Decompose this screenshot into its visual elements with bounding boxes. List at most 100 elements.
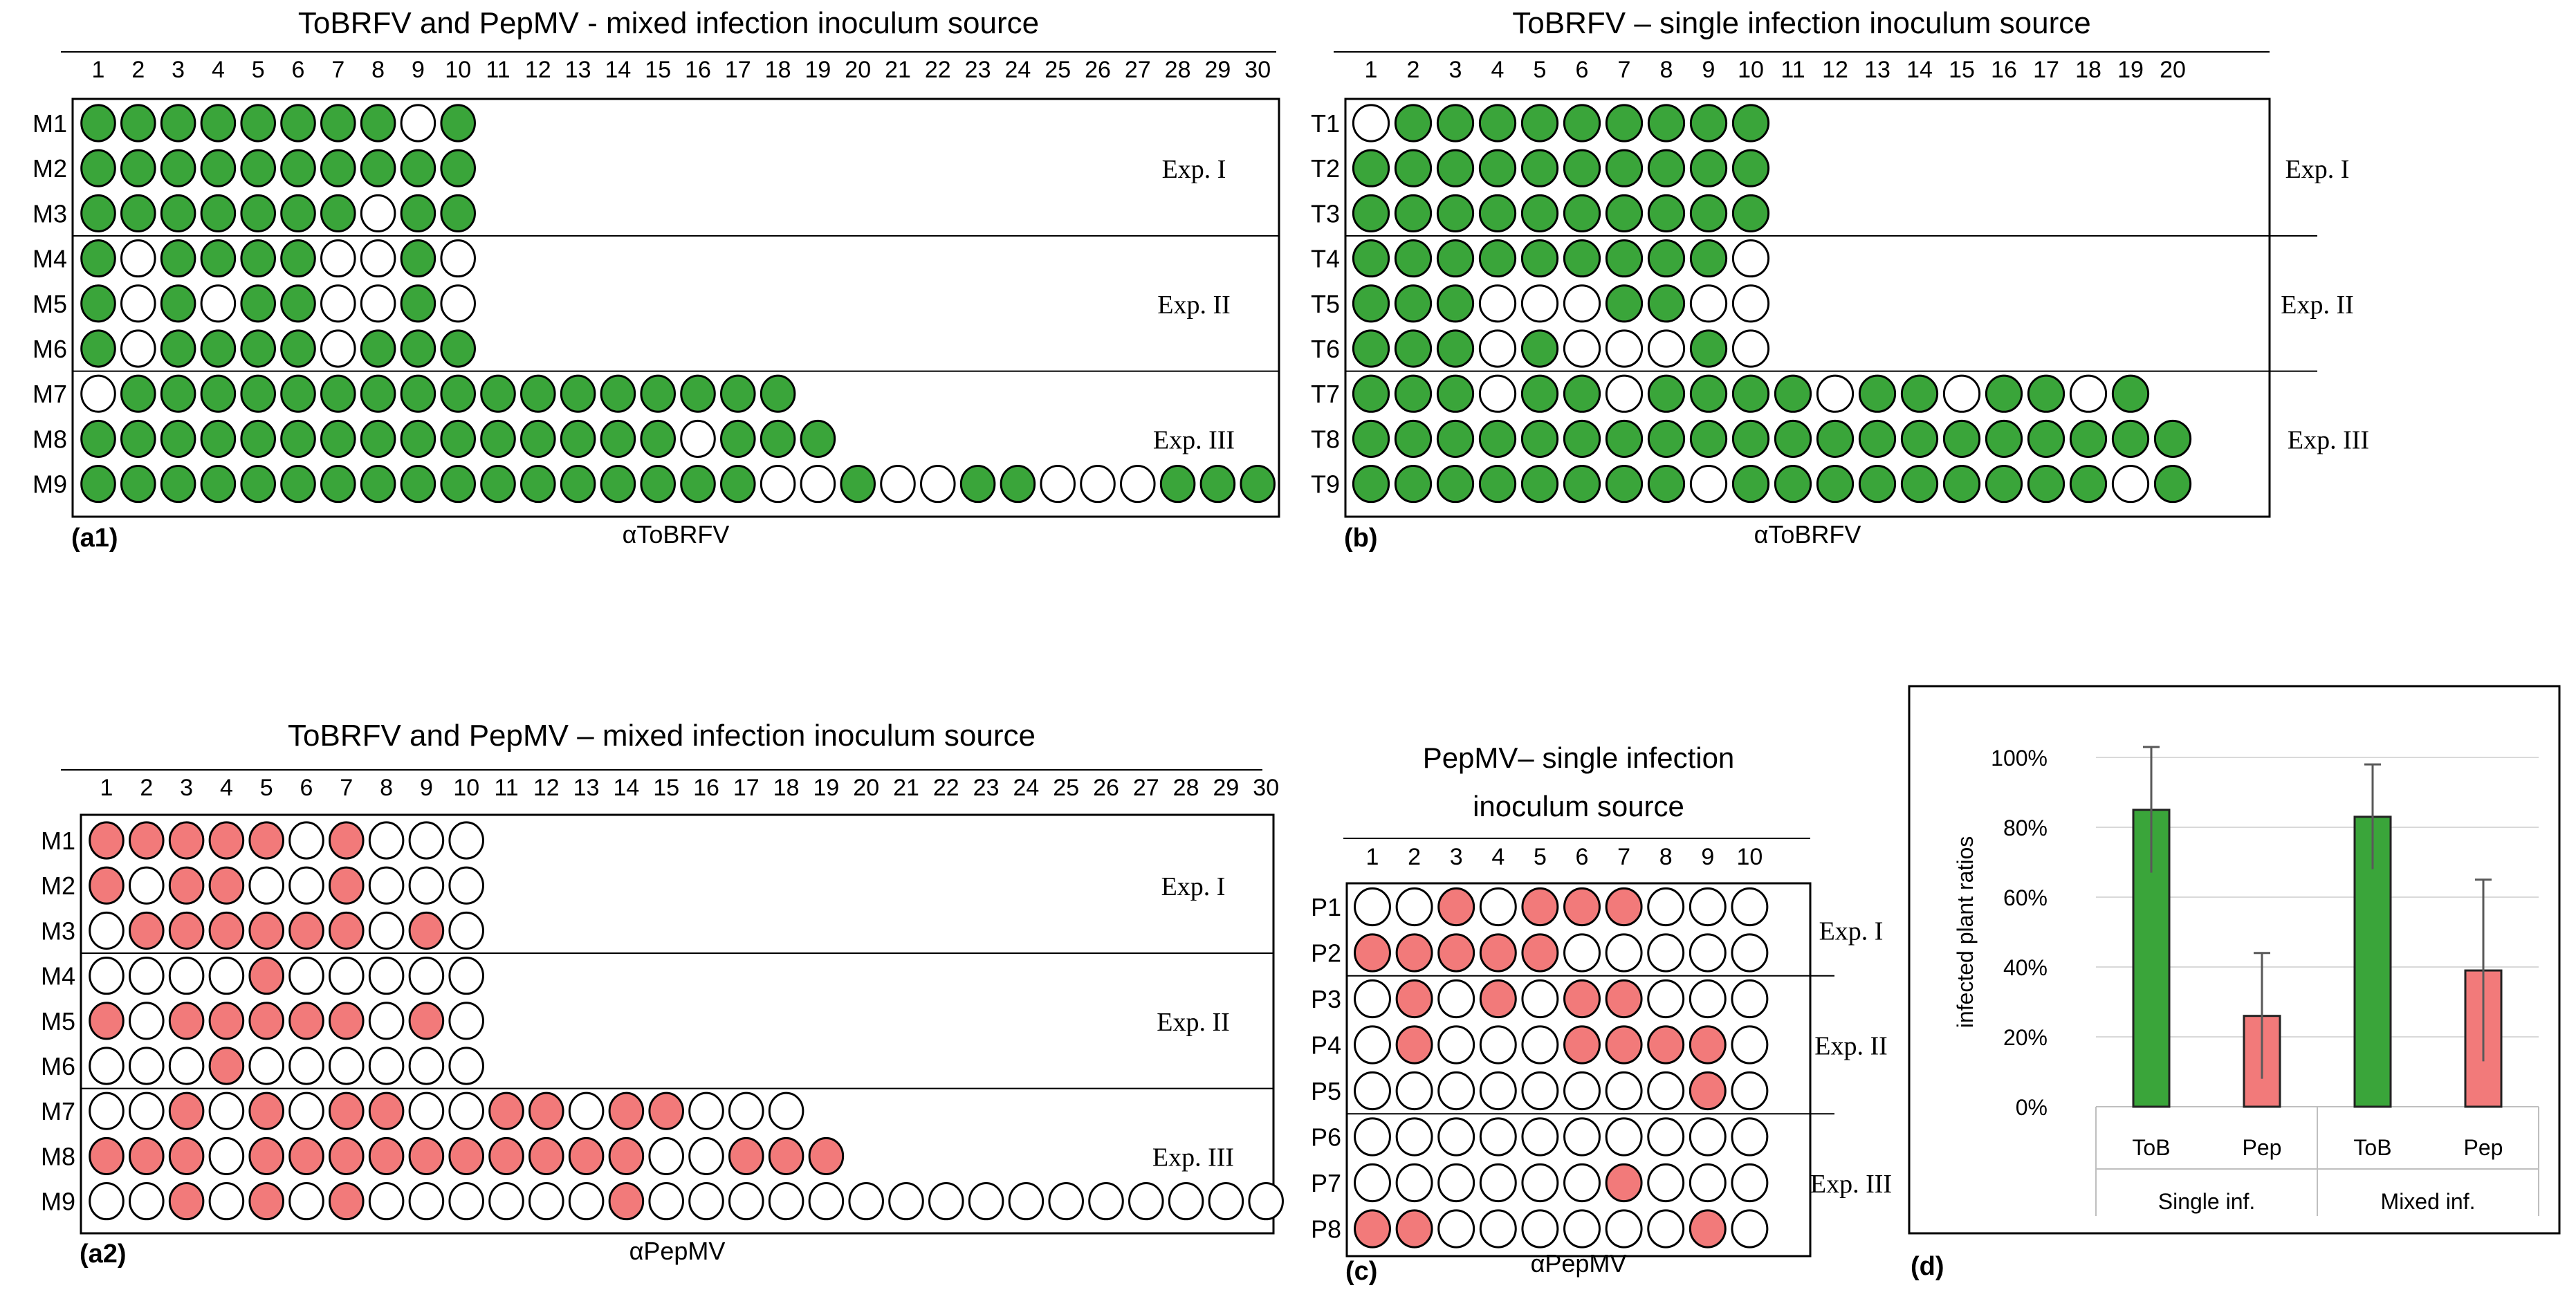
positive-plant-circle bbox=[1563, 1025, 1601, 1065]
negative-plant-circle bbox=[1479, 1163, 1517, 1203]
positive-plant-circle bbox=[400, 149, 436, 187]
antibody-label: αPepMV bbox=[1531, 1249, 1627, 1278]
negative-plant-circle bbox=[1647, 1209, 1685, 1249]
positive-plant-circle bbox=[248, 911, 284, 950]
positive-plant-circle bbox=[1520, 194, 1559, 232]
positive-plant-circle bbox=[1520, 104, 1559, 142]
row-label: M4 bbox=[33, 245, 67, 273]
negative-plant-circle bbox=[1731, 329, 1770, 368]
negative-plant-circle bbox=[1352, 104, 1390, 142]
column-number: 18 bbox=[765, 57, 791, 83]
column-number: 16 bbox=[1991, 57, 2017, 83]
column-number: 6 bbox=[1576, 57, 1589, 83]
negative-plant-circle bbox=[1605, 329, 1644, 368]
negative-plant-circle bbox=[89, 1182, 125, 1221]
column-number: 6 bbox=[1576, 844, 1589, 870]
positive-plant-circle bbox=[520, 374, 556, 413]
positive-plant-circle bbox=[248, 821, 284, 860]
row-label: M5 bbox=[33, 290, 67, 318]
positive-plant-circle bbox=[528, 1136, 564, 1175]
positive-plant-circle bbox=[640, 374, 676, 413]
positive-plant-circle bbox=[280, 374, 316, 413]
negative-plant-circle bbox=[1647, 933, 1685, 973]
positive-plant-circle bbox=[2027, 465, 2066, 504]
positive-plant-circle bbox=[608, 1091, 645, 1130]
column-number: 25 bbox=[1053, 775, 1079, 801]
negative-plant-circle bbox=[1563, 1071, 1601, 1111]
positive-plant-circle bbox=[280, 149, 316, 187]
negative-plant-circle bbox=[1521, 1163, 1559, 1203]
negative-plant-circle bbox=[408, 866, 445, 905]
positive-plant-circle bbox=[1478, 465, 1517, 504]
positive-plant-circle bbox=[200, 104, 237, 142]
negative-plant-circle bbox=[1354, 1163, 1391, 1203]
negative-plant-circle bbox=[1088, 1182, 1124, 1221]
column-number: 18 bbox=[2075, 57, 2101, 83]
positive-plant-circle bbox=[160, 465, 196, 504]
y-tick-label: 0% bbox=[2016, 1095, 2048, 1120]
negative-plant-circle bbox=[320, 284, 356, 323]
panel-frame bbox=[1344, 98, 2271, 518]
positive-plant-circle bbox=[280, 239, 316, 278]
positive-plant-circle bbox=[1000, 465, 1036, 504]
negative-plant-circle bbox=[448, 957, 484, 995]
negative-plant-circle bbox=[1437, 1163, 1475, 1203]
negative-plant-circle bbox=[1521, 1117, 1559, 1157]
positive-plant-circle bbox=[400, 194, 436, 232]
positive-plant-circle bbox=[1352, 465, 1390, 504]
category-group-label: Single inf. bbox=[2158, 1189, 2256, 1214]
experiment-label: Exp. I bbox=[1161, 872, 1226, 901]
positive-plant-circle bbox=[1985, 465, 2023, 504]
positive-plant-circle bbox=[200, 149, 237, 187]
column-number: 7 bbox=[1617, 844, 1630, 870]
positive-plant-circle bbox=[1436, 374, 1475, 413]
positive-plant-circle bbox=[1478, 104, 1517, 142]
negative-plant-circle bbox=[1479, 887, 1517, 927]
positive-plant-circle bbox=[360, 465, 396, 504]
positive-plant-circle bbox=[240, 149, 276, 187]
positive-plant-circle bbox=[1563, 979, 1601, 1019]
positive-plant-circle bbox=[640, 419, 676, 458]
negative-plant-circle bbox=[448, 1182, 484, 1221]
positive-plant-circle bbox=[80, 149, 116, 187]
negative-plant-circle bbox=[408, 821, 445, 860]
column-number: 15 bbox=[1949, 57, 1975, 83]
negative-plant-circle bbox=[1478, 374, 1517, 413]
panel-label: (c) bbox=[1345, 1257, 1377, 1286]
positive-plant-circle bbox=[280, 194, 316, 232]
experiment-label: Exp. III bbox=[1153, 425, 1235, 454]
positive-plant-circle bbox=[1240, 465, 1276, 504]
row-label: M1 bbox=[41, 827, 75, 855]
positive-plant-circle bbox=[320, 374, 356, 413]
negative-plant-circle bbox=[1731, 1071, 1769, 1111]
positive-plant-circle bbox=[400, 329, 436, 368]
positive-plant-circle bbox=[1436, 465, 1475, 504]
positive-plant-circle bbox=[1647, 374, 1686, 413]
panel-frame bbox=[1345, 882, 1812, 1258]
positive-plant-circle bbox=[1352, 419, 1390, 458]
positive-plant-circle bbox=[1436, 284, 1475, 323]
column-number: 11 bbox=[1781, 57, 1805, 83]
positive-plant-circle bbox=[1731, 149, 1770, 187]
negative-plant-circle bbox=[368, 866, 405, 905]
negative-plant-circle bbox=[440, 284, 476, 323]
positive-plant-circle bbox=[1689, 104, 1728, 142]
row-label: M5 bbox=[41, 1007, 75, 1035]
positive-plant-circle bbox=[1437, 933, 1475, 973]
positive-plant-circle bbox=[89, 1002, 125, 1040]
positive-plant-circle bbox=[1774, 374, 1812, 413]
panel-a2: ToBRFV and PepMV – mixed infection inocu… bbox=[41, 719, 1284, 1269]
row-label: T2 bbox=[1311, 154, 1340, 183]
positive-plant-circle bbox=[1605, 1025, 1643, 1065]
positive-plant-circle bbox=[329, 1091, 365, 1130]
negative-plant-circle bbox=[1478, 284, 1517, 323]
negative-plant-circle bbox=[1647, 979, 1685, 1019]
negative-plant-circle bbox=[1479, 1025, 1517, 1065]
negative-plant-circle bbox=[208, 957, 245, 995]
column-number: 1 bbox=[1365, 57, 1378, 83]
negative-plant-circle bbox=[1437, 1209, 1475, 1249]
positive-plant-circle bbox=[1731, 104, 1770, 142]
positive-plant-circle bbox=[640, 465, 676, 504]
negative-plant-circle bbox=[1605, 1209, 1643, 1249]
positive-plant-circle bbox=[2069, 419, 2108, 458]
